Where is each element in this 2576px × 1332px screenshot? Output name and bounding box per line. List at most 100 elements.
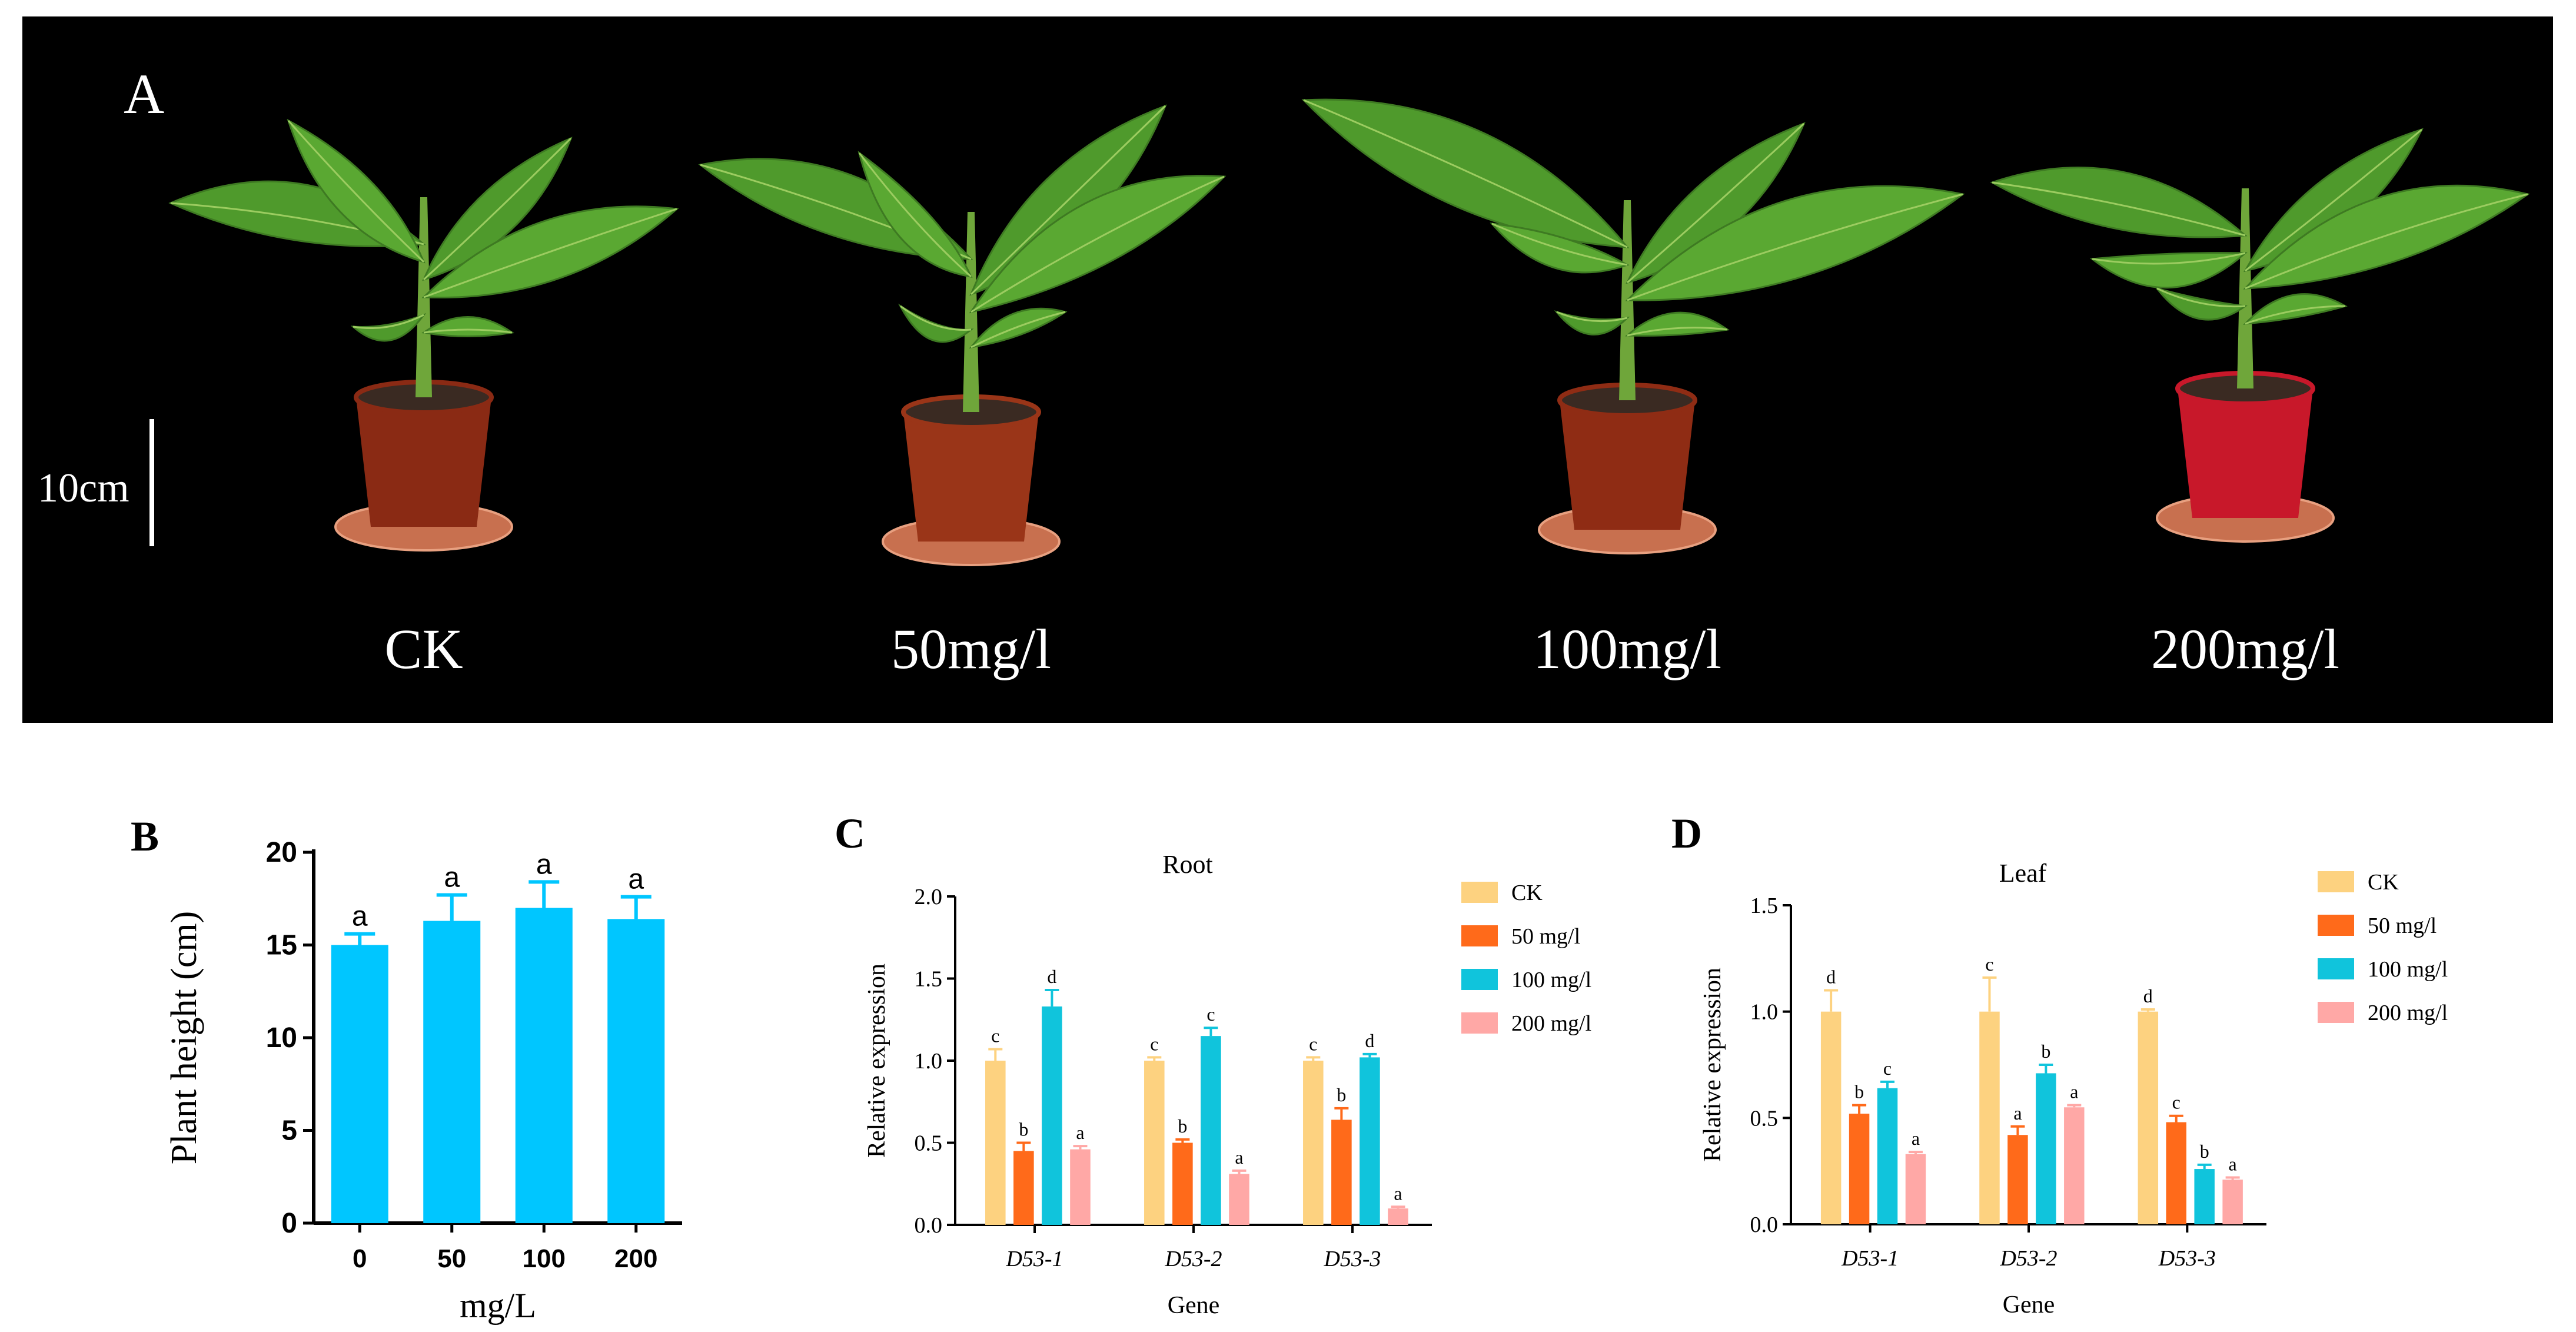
y-tick-label: 20 (266, 837, 297, 868)
bar (1849, 1114, 1870, 1224)
bar (1905, 1154, 1926, 1224)
x-axis-label: Gene (2003, 1291, 2055, 1318)
chart-c: Root 0.0 0.5 1.0 1.5 2.0 c b d a D53-1 c b c a D53-2 c b d… (863, 850, 1591, 1319)
x-tick-label: 0 (353, 1244, 367, 1273)
photo-background (22, 16, 2553, 723)
leaf-midrib (1992, 181, 2246, 237)
bar (1877, 1088, 1898, 1224)
y-tick-label: 1.5 (915, 967, 943, 992)
leaf-midrib (287, 120, 425, 263)
bar (1013, 1151, 1034, 1225)
significance-letter: c (1309, 1033, 1317, 1054)
leaf-midrib (2245, 305, 2346, 325)
chart-b: 0 5 10 15 20 a 0 a 50 a 100 a 200 mg/L Plant height (c… (164, 837, 682, 1325)
legend-label: 50 mg/l (2368, 914, 2437, 938)
leaf-midrib (900, 305, 972, 331)
plant-3 (1990, 128, 2530, 543)
leaf-midrib (353, 314, 424, 329)
bar (515, 908, 573, 1223)
y-axis-label: Plant height (cm) (164, 911, 204, 1164)
significance-letter: c (991, 1025, 999, 1046)
treatment-label-100: 100mg/l (1533, 617, 1721, 680)
bar (1979, 1011, 2000, 1224)
significance-letter: a (2070, 1081, 2078, 1102)
bar (2036, 1073, 2056, 1224)
leaf-midrib (1627, 122, 1805, 284)
plant-1 (698, 104, 1226, 566)
significance-letter: a (1912, 1128, 1920, 1149)
legend-swatch (2318, 958, 2354, 979)
significance-letter: a (352, 901, 368, 932)
leaf-midrib (2156, 287, 2246, 308)
x-axis-label: mg/L (460, 1286, 536, 1325)
chart-d: Leaf0.00.51.01.5dbcaD53-1cabaD53-2dcbaD5… (1699, 859, 2448, 1318)
leaf-midrib (2245, 193, 2528, 290)
significance-letter: b (1178, 1115, 1187, 1137)
legend-swatch (2318, 871, 2354, 892)
x-tick-label: D53-3 (1323, 1247, 1381, 1271)
y-tick-label: 0.5 (915, 1131, 943, 1156)
leaf-midrib (1627, 193, 1963, 301)
panel-b: B 0 5 10 15 20 a 0 a 50 a 100 a 200 mg/L Plant height … (131, 813, 682, 1325)
legend-label: CK (1511, 881, 1543, 905)
y-tick-label: 0 (281, 1208, 297, 1239)
x-tick-label: D53-2 (1999, 1246, 2057, 1271)
legend-swatch (1461, 1012, 1498, 1034)
bar (2222, 1180, 2243, 1224)
plant-0 (168, 118, 679, 552)
y-tick-label: 5 (281, 1115, 297, 1147)
bar (1172, 1142, 1193, 1225)
chart-title: Root (1162, 850, 1213, 879)
panel-label-b: B (131, 813, 159, 860)
panel-label-d: D (1671, 810, 1702, 857)
x-tick-label: 100 (523, 1244, 566, 1273)
leaf-midrib (858, 152, 972, 278)
leaf-midrib (1627, 327, 1728, 337)
leaf-midrib (1303, 99, 1628, 248)
pot (903, 412, 1039, 542)
legend-swatch (1461, 882, 1498, 903)
significance-letter: a (2229, 1154, 2237, 1175)
significance-letter: d (1826, 966, 1836, 988)
y-axis-label: Relative expression (1699, 968, 1726, 1162)
legend-label: CK (2368, 870, 2399, 895)
scale-bar-label: 10cm (38, 466, 129, 511)
legend-label: 50 mg/l (1511, 924, 1580, 949)
leaf-midrib (970, 311, 1066, 348)
x-tick-label: D53-1 (1005, 1247, 1063, 1271)
y-tick-label: 0.0 (915, 1213, 943, 1238)
leaf-midrib (423, 328, 513, 334)
panel-label-c: C (835, 810, 865, 857)
bar (1360, 1057, 1380, 1225)
significance-letter: b (1854, 1081, 1864, 1102)
significance-letter: b (2200, 1141, 2209, 1162)
bar (1331, 1120, 1352, 1225)
panel-d: D Leaf0.00.51.01.5dbcaD53-1cabaD53-2dcba… (1671, 810, 2448, 1318)
significance-letter: b (1337, 1084, 1346, 1105)
bar (1820, 1011, 1842, 1224)
significance-letter: d (1047, 966, 1056, 987)
pot (2178, 388, 2313, 518)
significance-letter: a (1235, 1147, 1243, 1168)
y-tick-label: 0.0 (1750, 1213, 1779, 1237)
x-tick-label: D53-1 (1841, 1246, 1899, 1271)
treatment-label-50: 50mg/l (891, 617, 1051, 680)
pot (1560, 400, 1695, 530)
panel-c: C Root 0.0 0.5 1.0 1.5 2.0 c b d a D53-1 c b c a D53-2 c… (835, 810, 1591, 1319)
y-tick-label: 0.5 (1750, 1106, 1779, 1131)
significance-letter: c (1150, 1033, 1158, 1054)
legend-swatch (2318, 915, 2354, 936)
x-tick-label: D53-2 (1164, 1247, 1222, 1271)
bar (2166, 1122, 2186, 1224)
bar (1201, 1036, 1221, 1225)
y-tick-label: 1.0 (915, 1049, 943, 1074)
bar (2138, 1011, 2159, 1224)
chart-title: Leaf (1999, 859, 2047, 888)
bar (331, 945, 388, 1223)
significance-letter: b (1019, 1119, 1028, 1140)
y-tick-label: 2.0 (915, 885, 943, 909)
bar (1303, 1061, 1324, 1225)
leaf-midrib (1491, 222, 1628, 266)
y-tick-label: 1.5 (1750, 893, 1779, 918)
significance-letter: a (536, 849, 552, 880)
